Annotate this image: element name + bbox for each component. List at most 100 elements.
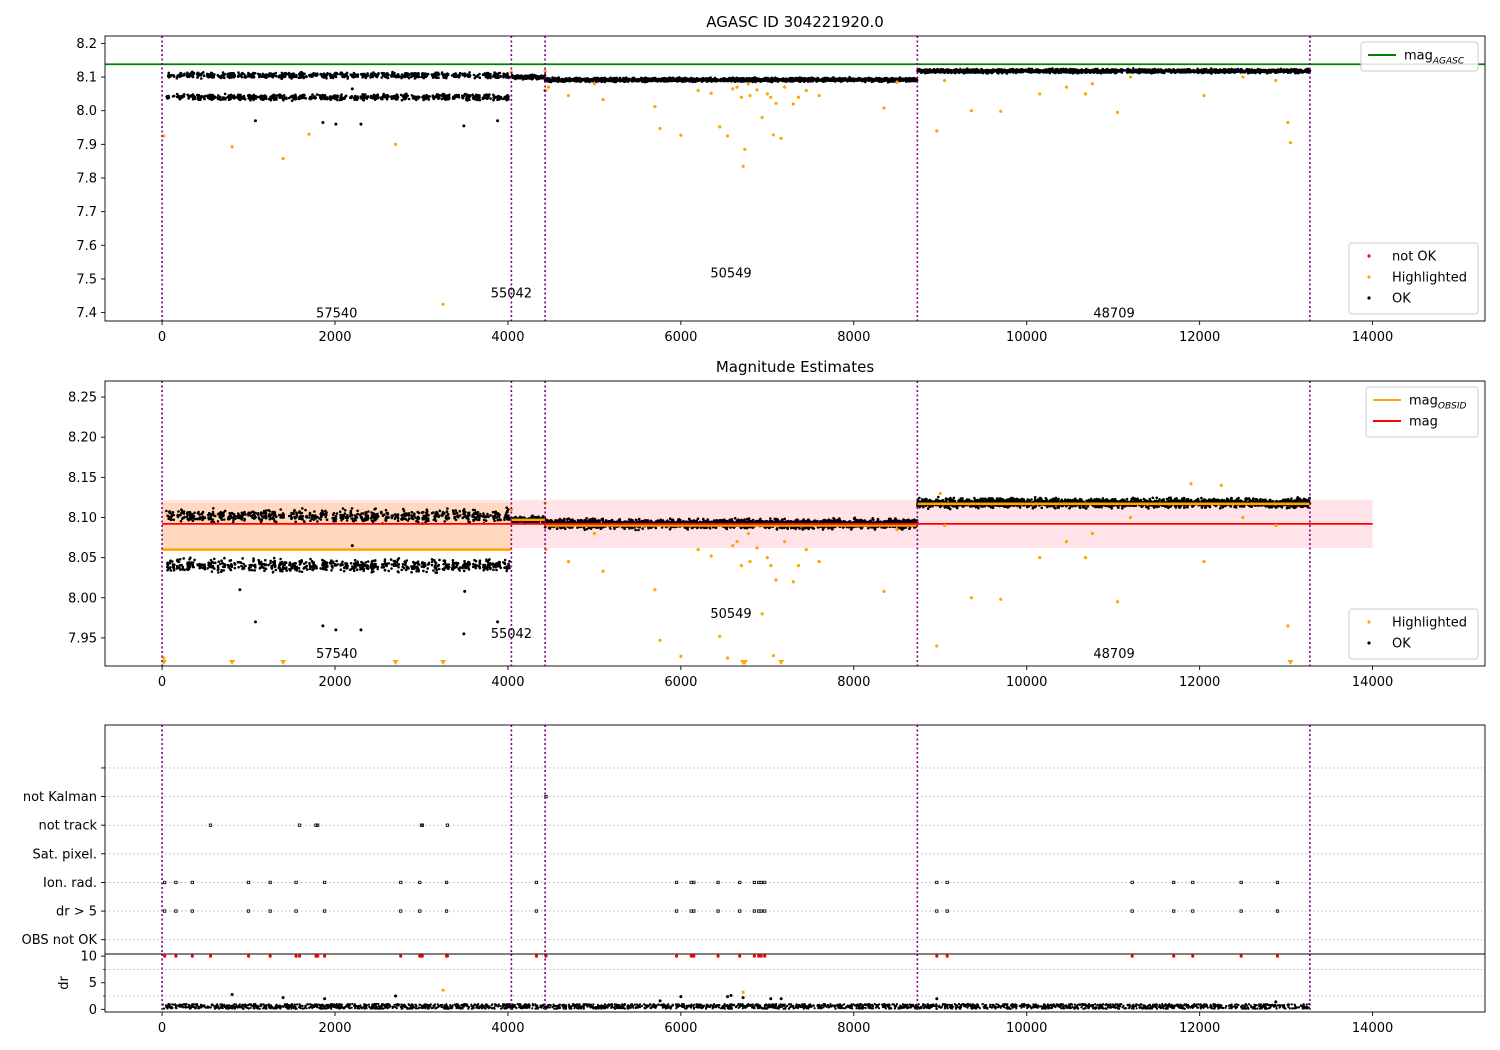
flag-point (163, 909, 167, 913)
ok-point (350, 544, 354, 548)
x-tick-label: 0 (158, 675, 166, 690)
ok-points-segment (510, 73, 547, 81)
clipped-marker (778, 660, 785, 665)
flag-point (418, 880, 422, 885)
highlighted-point (771, 653, 775, 658)
clipped-marker (440, 660, 447, 665)
ok-point (350, 87, 354, 91)
flag-point (1172, 880, 1176, 885)
ok-points-segment (165, 506, 511, 574)
ok-point (323, 997, 327, 1001)
legend-label-text: mag (1404, 49, 1433, 64)
legend-label: mag (1409, 415, 1438, 430)
ok-points-segment (161, 1002, 1311, 1010)
flag-point (323, 880, 327, 885)
highlighted-point (230, 145, 234, 149)
not-ok-point (294, 954, 298, 958)
ok-point (334, 122, 338, 126)
ok-point (658, 999, 662, 1003)
legend-label: Highlighted (1392, 271, 1467, 286)
highlighted-point (739, 95, 743, 99)
highlighted-point (1038, 556, 1042, 560)
ok-point (230, 992, 234, 996)
y-axis-label: dr (57, 976, 72, 990)
obsid-label: 50549 (710, 607, 751, 622)
highlighted-point (696, 547, 700, 552)
highlighted-point (718, 125, 722, 129)
flag-point (759, 909, 763, 913)
plot-frame (104, 380, 1486, 667)
not-ok-point (445, 954, 450, 958)
flag-point (738, 880, 742, 885)
highlighted-point (796, 564, 801, 568)
highlighted-point (1090, 82, 1095, 86)
not-ok-point (689, 954, 693, 958)
ok-point (779, 997, 783, 1001)
legend-label-text: OK (1392, 637, 1411, 652)
y-tick-label: 7.6 (76, 239, 97, 254)
highlighted-point (1064, 539, 1069, 544)
flag-point (268, 909, 272, 913)
x-tick-label: 4000 (491, 1021, 524, 1036)
highlighted-point (755, 88, 759, 92)
ok-point (253, 119, 257, 123)
panel-dr: dr 0 5 10 0 2000 4000 6000 8000 10000 12000 14000 (57, 950, 1486, 1036)
y-tick-label: Sat. pixel. (33, 847, 97, 862)
legend-box (1348, 242, 1479, 315)
highlighted-point (999, 597, 1003, 601)
highlighted-point (658, 638, 662, 642)
panel-magnitude-estimates: Magnitude Estimates 57540 55042 50549 48709… (68, 358, 1486, 690)
flag-point (935, 880, 939, 885)
x-tick-label: 0 (158, 330, 166, 345)
flag-point (444, 909, 449, 913)
clipped-marker (229, 660, 236, 665)
not-ok-point (752, 954, 756, 958)
highlighted-point (1274, 523, 1278, 528)
y-tick-label: 7.4 (76, 306, 97, 321)
flag-point (314, 823, 318, 827)
highlighted-point (1241, 515, 1245, 520)
legend: not OK Highlighted OK (1348, 242, 1479, 315)
legend-point-swatch (1367, 620, 1371, 624)
legend-point-swatch (1367, 296, 1371, 300)
ok-point (726, 995, 730, 999)
highlighted-point (653, 588, 657, 592)
highlighted-point (817, 560, 821, 564)
legend-label: OK (1392, 292, 1411, 307)
highlighted-point (935, 129, 939, 133)
plot-area (105, 36, 1485, 321)
flag-point (445, 823, 450, 827)
ok-points-segment (165, 70, 511, 102)
obsid-label: 57540 (316, 307, 357, 322)
not-ok-point (757, 954, 761, 958)
not-ok-point (297, 954, 302, 958)
x-tick-label: 8000 (837, 1021, 870, 1036)
flag-point (692, 880, 696, 885)
x-tick-label: 6000 (664, 330, 697, 345)
highlighted-point (1219, 483, 1223, 487)
x-tick-label: 14000 (1352, 1021, 1393, 1036)
x-tick-label: 14000 (1352, 675, 1393, 690)
not-ok-point (763, 954, 767, 958)
obsid-label: 48709 (1093, 307, 1134, 322)
y-tick-label: 8.15 (68, 471, 97, 486)
flag-point (738, 909, 742, 913)
flag-point (692, 909, 696, 913)
y-tick-label: 8.25 (68, 391, 97, 406)
legend-label: not OK (1392, 250, 1437, 265)
ok-point (253, 620, 257, 624)
y-tick-label: Ion. rad. (43, 876, 97, 891)
highlighted-point (1064, 85, 1069, 89)
highlighted-point (748, 560, 752, 564)
flag-point (935, 909, 939, 913)
highlighted-point (1083, 92, 1088, 96)
obsid-label: 48709 (1093, 647, 1134, 662)
highlighted-point (743, 147, 747, 151)
highlighted-point (1189, 482, 1193, 486)
highlighted-point (741, 164, 745, 168)
not-ok-point (268, 954, 272, 958)
flag-point (294, 909, 298, 913)
ok-point (281, 996, 285, 1000)
legend-label: magAGASC (1404, 49, 1465, 67)
plot-frame (104, 35, 1486, 322)
